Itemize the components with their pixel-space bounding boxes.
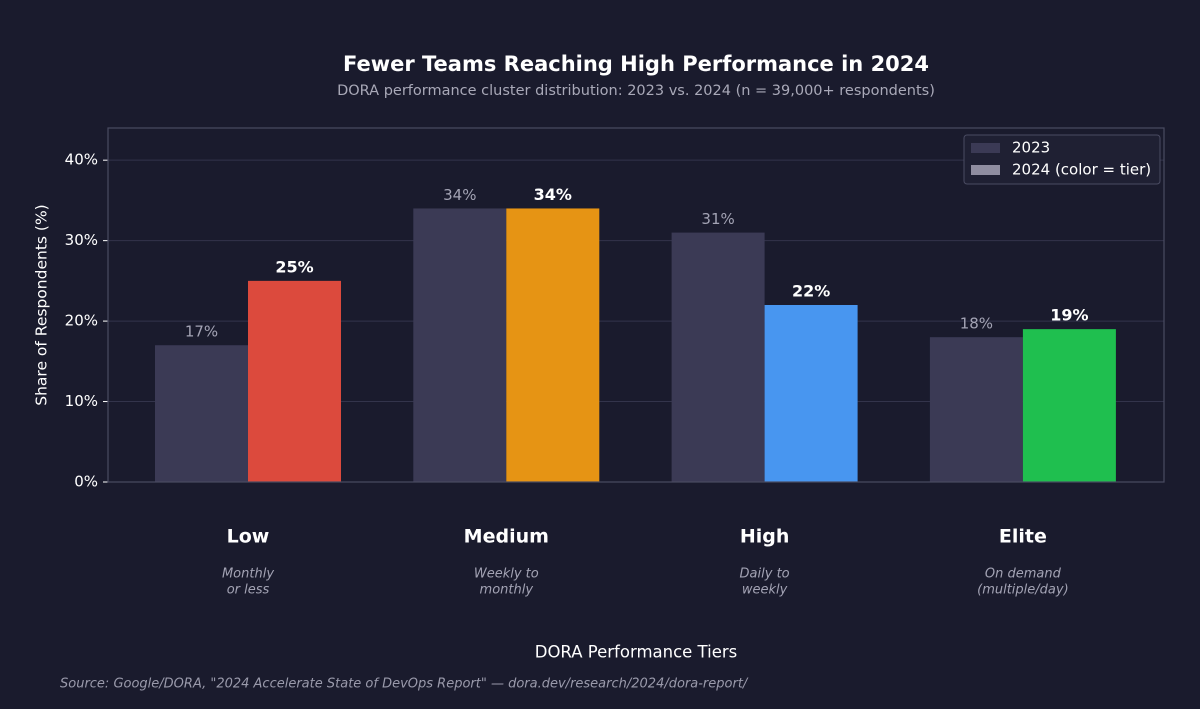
category-label: Medium <box>464 526 549 548</box>
category-note: weekly <box>742 583 788 598</box>
value-label: 34% <box>534 185 572 204</box>
category-label: High <box>740 526 790 548</box>
y-tick-label: 0% <box>74 473 98 491</box>
bar <box>413 208 507 483</box>
source-note: Source: Google/DORA, "2024 Accelerate St… <box>60 677 749 692</box>
y-tick-label: 20% <box>65 312 98 330</box>
bar <box>1022 329 1116 482</box>
bar <box>506 208 600 483</box>
value-label: 22% <box>792 282 830 301</box>
category-note: monthly <box>480 583 534 598</box>
y-tick-label: 40% <box>65 151 98 169</box>
category-note: On demand <box>985 567 1062 582</box>
legend-label: 2024 (color = tier) <box>1012 161 1151 179</box>
value-label: 31% <box>701 210 734 228</box>
legend-swatch <box>971 165 1000 175</box>
value-label: 25% <box>275 257 313 276</box>
value-label: 19% <box>1050 306 1088 325</box>
category-note: Weekly to <box>474 567 539 582</box>
legend-swatch <box>971 143 1000 153</box>
x-axis-label: DORA Performance Tiers <box>535 643 738 662</box>
chart-title: Fewer Teams Reaching High Performance in… <box>343 52 929 76</box>
category-label: Low <box>227 526 270 548</box>
bar <box>929 337 1023 482</box>
value-label: 17% <box>185 323 218 341</box>
bar <box>248 280 341 482</box>
plot-frame <box>107 127 1165 483</box>
category-note: Monthly <box>222 567 274 582</box>
y-axis-label: Share of Respondents (%) <box>33 204 51 405</box>
bar <box>671 232 765 482</box>
category-note: Daily to <box>740 567 790 582</box>
bar <box>764 305 858 482</box>
category-label: Elite <box>999 526 1047 548</box>
legend-label: 2023 <box>1012 139 1050 157</box>
y-tick-label: 10% <box>65 392 98 410</box>
category-note: or less <box>227 583 270 598</box>
chart-subtitle: DORA performance cluster distribution: 2… <box>337 83 935 99</box>
value-label: 34% <box>443 186 476 204</box>
bar <box>155 345 248 482</box>
category-note: (multiple/day) <box>977 583 1069 598</box>
value-label: 18% <box>960 315 993 333</box>
legend-box <box>963 134 1161 185</box>
y-tick-label: 30% <box>65 231 98 249</box>
